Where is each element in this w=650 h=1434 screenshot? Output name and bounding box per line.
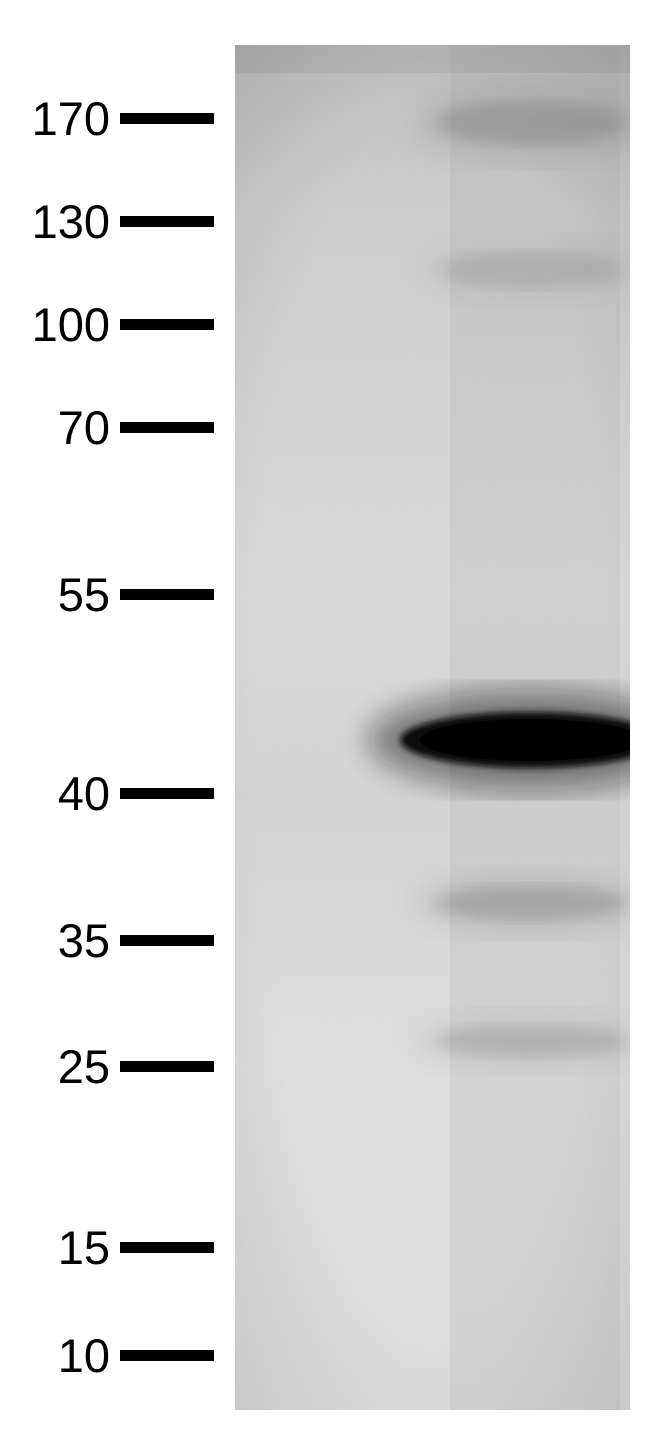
mw-marker-tick	[120, 788, 214, 799]
mw-marker: 15	[0, 1224, 235, 1271]
molecular-weight-ladder: 170 130 100 70 55 40 35 25 15 10	[0, 0, 235, 1434]
mw-marker-tick	[120, 589, 214, 600]
mw-marker: 70	[0, 404, 235, 451]
mw-marker-label: 70	[0, 400, 120, 455]
mw-marker-tick	[120, 1350, 214, 1361]
mw-marker-tick	[120, 1061, 214, 1072]
mw-marker-label: 100	[0, 297, 120, 352]
mw-marker-label: 35	[0, 913, 120, 968]
western-blot-membrane	[235, 45, 630, 1410]
mw-marker: 25	[0, 1043, 235, 1090]
mw-marker-tick	[120, 1242, 214, 1253]
mw-marker-label: 15	[0, 1220, 120, 1275]
mw-marker: 130	[0, 198, 235, 245]
blot-band	[436, 885, 626, 921]
mw-marker-label: 25	[0, 1039, 120, 1094]
mw-marker-tick	[120, 935, 214, 946]
blot-svg	[235, 45, 630, 1410]
mw-marker: 100	[0, 301, 235, 348]
mw-marker-label: 170	[0, 91, 120, 146]
mw-marker-tick	[120, 422, 214, 433]
mw-marker-tick	[120, 319, 214, 330]
mw-marker: 35	[0, 917, 235, 964]
mw-marker-label: 130	[0, 194, 120, 249]
blot-band	[436, 101, 626, 145]
mw-marker-tick	[120, 216, 214, 227]
blot-band	[441, 252, 621, 288]
mw-marker: 170	[0, 95, 235, 142]
mw-marker: 55	[0, 571, 235, 618]
mw-marker: 40	[0, 770, 235, 817]
mw-marker-label: 55	[0, 567, 120, 622]
mw-marker: 10	[0, 1332, 235, 1379]
blot-band	[436, 1025, 626, 1057]
mw-marker-tick	[120, 113, 214, 124]
mw-marker-label: 40	[0, 766, 120, 821]
mw-marker-label: 10	[0, 1328, 120, 1383]
